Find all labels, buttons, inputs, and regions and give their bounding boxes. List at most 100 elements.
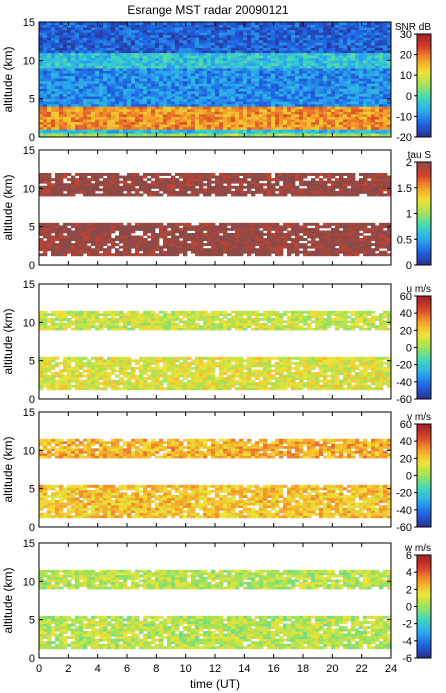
heatmap-cell bbox=[331, 238, 336, 241]
heatmap-cell bbox=[319, 135, 324, 138]
heatmap-cell bbox=[139, 50, 144, 54]
heatmap-cell bbox=[151, 62, 156, 66]
heatmap-cell bbox=[215, 243, 220, 247]
heatmap-cell bbox=[347, 93, 352, 97]
heatmap-cell bbox=[327, 235, 332, 239]
heatmap-cell bbox=[83, 62, 88, 66]
heatmap-cell bbox=[79, 225, 84, 229]
heatmap-cell bbox=[251, 45, 256, 48]
heatmap-cell bbox=[315, 243, 320, 247]
heatmap-cell bbox=[343, 131, 348, 134]
heatmap-cell bbox=[207, 124, 212, 128]
heatmap-cell bbox=[387, 98, 392, 102]
heatmap-cell bbox=[355, 80, 360, 84]
heatmap-cell bbox=[159, 65, 164, 69]
heatmap-cell bbox=[71, 111, 76, 115]
heatmap-cell bbox=[195, 227, 200, 231]
heatmap-cell bbox=[279, 240, 284, 244]
colorbar-segment bbox=[417, 95, 431, 99]
heatmap-cell bbox=[143, 126, 148, 130]
heatmap-cell bbox=[207, 101, 212, 105]
heatmap-cell bbox=[67, 29, 72, 33]
heatmap-cell bbox=[123, 50, 128, 54]
heatmap-cell bbox=[163, 42, 168, 46]
heatmap-cell bbox=[235, 131, 240, 134]
heatmap-cell bbox=[319, 83, 324, 87]
heatmap-cell bbox=[295, 65, 300, 69]
heatmap-cell bbox=[167, 111, 172, 115]
heatmap-cell bbox=[263, 108, 268, 112]
heatmap-cell bbox=[251, 238, 256, 241]
heatmap-cell bbox=[103, 225, 108, 229]
heatmap-cell bbox=[307, 124, 312, 128]
heatmap-cell bbox=[275, 91, 280, 94]
heatmap-cell bbox=[343, 106, 348, 110]
heatmap-cell bbox=[127, 45, 132, 48]
heatmap-cell bbox=[183, 68, 188, 71]
heatmap-cell bbox=[119, 78, 124, 82]
heatmap-cell bbox=[319, 108, 324, 112]
heatmap-cell bbox=[295, 106, 300, 110]
heatmap-cell bbox=[279, 135, 284, 138]
heatmap-cell bbox=[203, 27, 208, 31]
heatmap-cell bbox=[71, 96, 76, 100]
heatmap-cell bbox=[151, 60, 156, 64]
heatmap-cell bbox=[107, 29, 112, 33]
heatmap-cell bbox=[135, 24, 140, 28]
heatmap-cell bbox=[83, 230, 88, 234]
heatmap-cell bbox=[55, 93, 60, 97]
heatmap-cell bbox=[55, 124, 60, 128]
heatmap-cell bbox=[283, 45, 288, 48]
heatmap-cell bbox=[183, 27, 188, 31]
heatmap-cell bbox=[219, 119, 224, 123]
heatmap-cell bbox=[67, 243, 72, 247]
heatmap-cell bbox=[103, 55, 108, 59]
heatmap-cell bbox=[99, 39, 104, 43]
heatmap-cell bbox=[199, 230, 204, 234]
heatmap-cell bbox=[351, 126, 356, 130]
heatmap-cell bbox=[83, 42, 88, 46]
heatmap-cell bbox=[383, 131, 388, 134]
heatmap-cell bbox=[155, 65, 160, 69]
heatmap-cell bbox=[363, 68, 368, 71]
heatmap-cell bbox=[179, 114, 184, 117]
heatmap-cell bbox=[355, 129, 360, 132]
heatmap-cell bbox=[103, 96, 108, 100]
heatmap-cell bbox=[119, 27, 124, 31]
heatmap-cell bbox=[119, 68, 124, 71]
heatmap-cell bbox=[239, 243, 244, 247]
heatmap-cell bbox=[327, 238, 332, 241]
heatmap-cell bbox=[115, 80, 120, 84]
heatmap-cell bbox=[219, 60, 224, 64]
heatmap-cell bbox=[127, 39, 132, 43]
heatmap-cell bbox=[383, 124, 388, 128]
heatmap-cell bbox=[127, 101, 132, 105]
heatmap-cell bbox=[339, 88, 344, 92]
heatmap-cell bbox=[275, 96, 280, 100]
heatmap-cell bbox=[135, 27, 140, 31]
heatmap-cell bbox=[159, 253, 164, 257]
heatmap-cell bbox=[359, 131, 364, 134]
heatmap-cell bbox=[59, 98, 64, 102]
heatmap-cell bbox=[275, 29, 280, 33]
heatmap-cell bbox=[111, 129, 116, 132]
heatmap-cell bbox=[175, 108, 180, 112]
heatmap-cell bbox=[83, 57, 88, 61]
heatmap-cell bbox=[79, 248, 84, 252]
heatmap-cell bbox=[195, 29, 200, 33]
heatmap-cell bbox=[287, 235, 292, 239]
heatmap-cell bbox=[335, 75, 340, 79]
heatmap-cell bbox=[135, 129, 140, 132]
heatmap-cell bbox=[59, 93, 64, 97]
heatmap-cell bbox=[219, 93, 224, 97]
colorbar-segment bbox=[417, 82, 431, 86]
heatmap-cell bbox=[143, 245, 148, 249]
heatmap-cell bbox=[191, 55, 196, 59]
heatmap-cell bbox=[219, 116, 224, 120]
heatmap-cell bbox=[119, 114, 124, 117]
heatmap-cell bbox=[383, 68, 388, 71]
heatmap-cell bbox=[327, 106, 332, 110]
heatmap-cell bbox=[207, 135, 212, 138]
heatmap-cell bbox=[59, 238, 64, 241]
heatmap-cell bbox=[295, 225, 300, 229]
